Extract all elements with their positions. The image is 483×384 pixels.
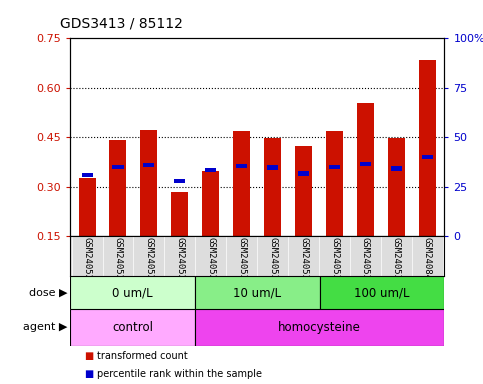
Text: GSM240535: GSM240535: [392, 237, 401, 286]
Bar: [174, 179, 185, 183]
Text: homocysteine: homocysteine: [278, 321, 361, 334]
Bar: [113, 165, 124, 169]
Text: 0 um/L: 0 um/L: [112, 286, 153, 299]
Bar: [388, 138, 405, 236]
Text: 100 um/L: 100 um/L: [354, 286, 410, 299]
Bar: [422, 155, 433, 159]
Bar: [267, 166, 278, 170]
Bar: [357, 103, 374, 236]
Bar: [195, 276, 320, 309]
Bar: [264, 138, 281, 236]
Bar: [329, 165, 340, 169]
Bar: [171, 192, 188, 236]
Text: percentile rank within the sample: percentile rank within the sample: [97, 369, 262, 379]
Bar: [233, 131, 250, 236]
Bar: [82, 173, 93, 177]
Bar: [143, 163, 155, 167]
Bar: [70, 276, 195, 309]
Bar: [202, 171, 219, 236]
Text: GSM240526: GSM240526: [114, 237, 123, 286]
Bar: [79, 179, 96, 236]
Bar: [236, 164, 247, 168]
Text: GSM240525: GSM240525: [83, 237, 92, 286]
Text: ■: ■: [85, 369, 94, 379]
Text: 10 um/L: 10 um/L: [233, 286, 281, 299]
Bar: [70, 309, 195, 346]
Text: GSM240530: GSM240530: [237, 237, 246, 286]
Text: GSM240532: GSM240532: [299, 237, 308, 286]
Bar: [298, 171, 309, 175]
Text: dose ▶: dose ▶: [29, 288, 68, 298]
Text: ■: ■: [85, 351, 94, 361]
Text: transformed count: transformed count: [97, 351, 187, 361]
Bar: [141, 130, 157, 236]
Text: GDS3413 / 85112: GDS3413 / 85112: [60, 17, 183, 31]
Bar: [419, 60, 436, 236]
Bar: [326, 131, 343, 236]
Bar: [195, 309, 444, 346]
Text: GSM240529: GSM240529: [206, 237, 215, 286]
Bar: [320, 276, 444, 309]
Bar: [295, 146, 312, 236]
Text: GSM240531: GSM240531: [268, 237, 277, 286]
Text: GSM240527: GSM240527: [144, 237, 154, 286]
Text: GSM240534: GSM240534: [361, 237, 370, 286]
Text: control: control: [112, 321, 153, 334]
Text: GSM240848: GSM240848: [423, 237, 432, 286]
Bar: [360, 162, 371, 166]
Text: GSM240533: GSM240533: [330, 237, 339, 286]
Bar: [205, 168, 216, 172]
Text: GSM240528: GSM240528: [175, 237, 185, 286]
Bar: [391, 166, 402, 171]
Text: agent ▶: agent ▶: [23, 322, 68, 333]
Bar: [110, 140, 127, 236]
